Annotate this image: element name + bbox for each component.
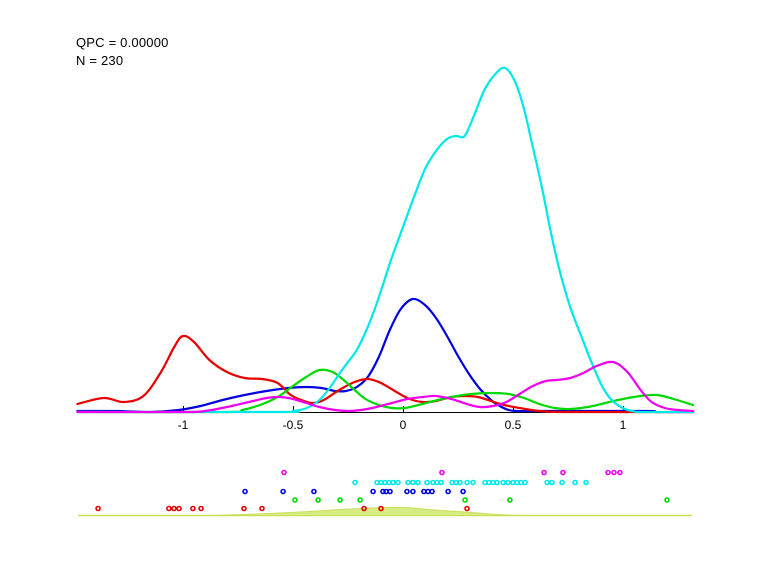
rug-dot-red: [190, 505, 196, 512]
rug-dot-cyan: [549, 479, 555, 486]
rug-dot-red: [166, 505, 172, 512]
rug-dot-cyan: [470, 479, 476, 486]
rug-dot-red: [241, 505, 247, 512]
rug-dot-blue: [410, 488, 416, 495]
rug-dot-magenta: [439, 469, 445, 476]
rug-dot-green: [292, 497, 298, 503]
rug-dot-red: [464, 505, 470, 512]
rug-dot-cyan: [494, 479, 500, 486]
rug-dot-blue: [460, 488, 466, 495]
rug-dot-green: [462, 497, 468, 503]
rug-dot-green: [357, 497, 363, 503]
rug-dot-magenta: [617, 469, 623, 476]
rug-dot-red: [259, 505, 265, 512]
x-axis-tick-label: -1: [178, 418, 189, 432]
rug-dot-blue: [280, 488, 286, 495]
rug-dot-cyan: [415, 479, 421, 486]
rug-dot-blue: [311, 488, 317, 495]
rug-dot-cyan: [390, 479, 396, 486]
rug-dot-green: [507, 497, 513, 503]
rug-dot-cyan: [395, 479, 401, 486]
rug-dot-cyan: [522, 479, 528, 486]
rug-dot-blue: [242, 488, 248, 495]
rug-dot-cyan: [438, 479, 444, 486]
rug-dot-blue: [429, 488, 435, 495]
rug-dot-cyan: [583, 479, 589, 486]
qpc-value-label: QPC = 0.00000: [76, 35, 169, 50]
rug-dot-red: [95, 505, 101, 512]
series-blue-curve: [76, 297, 695, 414]
rug-dot-cyan: [457, 479, 463, 486]
rug-dot-green: [664, 497, 670, 503]
rug-dot-cyan: [410, 479, 416, 486]
rug-dot-cyan: [464, 479, 470, 486]
sample-count-label: N = 230: [76, 53, 124, 68]
rug-dot-red: [198, 505, 204, 512]
rug-dot-cyan: [500, 479, 506, 486]
x-axis-tick-label: 0: [400, 418, 407, 432]
rug-dot-cyan: [424, 479, 430, 486]
rug-dot-red: [361, 505, 367, 512]
rug-dot-cyan: [405, 479, 411, 486]
rug-dot-blue: [370, 488, 376, 495]
rug-dot-blue: [387, 488, 393, 495]
rug-dot-blue: [404, 488, 410, 495]
rug-dot-cyan: [352, 479, 358, 486]
rug-dot-magenta: [611, 469, 617, 476]
series-magenta-curve: [76, 360, 695, 414]
x-axis-tick-label: 0.5: [505, 418, 522, 432]
rug-dot-cyan: [559, 479, 565, 486]
rug-dot-magenta: [541, 469, 547, 476]
rug-dot-cyan: [572, 479, 578, 486]
rug-dot-blue: [380, 488, 386, 495]
rug-dot-magenta: [560, 469, 566, 476]
rug-dot-red: [176, 505, 182, 512]
rug-dot-cyan: [505, 479, 511, 486]
rug-dot-red: [171, 505, 177, 512]
series-green-curve: [76, 368, 695, 414]
series-red-curve: [76, 334, 695, 414]
rug-dot-red: [378, 505, 384, 512]
rug-dot-cyan: [544, 479, 550, 486]
summary-density-fill: [219, 506, 516, 516]
rug-dot-green: [337, 497, 343, 503]
x-axis-tick-label: -0.5: [283, 418, 304, 432]
x-axis-tick-label: 1: [620, 418, 627, 432]
rug-dot-blue: [445, 488, 451, 495]
rug-dot-magenta: [281, 469, 287, 476]
rug-dot-magenta: [605, 469, 611, 476]
series-cyan-curve: [76, 66, 695, 414]
rug-dot-green: [315, 497, 321, 503]
